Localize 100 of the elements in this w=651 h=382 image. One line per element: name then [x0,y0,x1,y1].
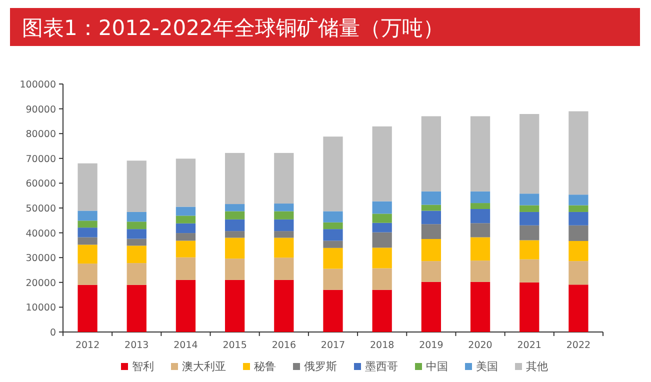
bar [323,248,343,269]
bar [176,240,196,258]
bar [323,211,343,222]
bar [274,152,294,204]
legend-label: 墨西哥 [365,360,398,373]
bar [520,282,540,332]
bar [520,259,540,282]
y-tick-label: 50000 [26,204,56,214]
bar [520,194,540,206]
bar [470,237,490,261]
legend-label: 秘鲁 [254,360,276,373]
bar [520,212,540,226]
y-tick-label: 0 [50,328,56,338]
bar [225,280,245,332]
bar [372,232,392,248]
y-tick-label: 70000 [26,154,56,165]
bar [323,222,343,230]
bar [520,114,540,194]
bar [520,225,540,240]
bar [372,201,392,214]
bar [421,116,441,192]
bar [176,206,196,216]
x-tick-label: 2020 [468,340,492,351]
bar [372,214,392,223]
bar [78,228,98,238]
bar [470,116,490,192]
x-tick-label: 2012 [75,340,100,351]
x-tick-label: 2022 [566,340,591,351]
bar [470,260,490,282]
bar [568,261,588,285]
bar [225,258,245,280]
y-tick-label: 10000 [26,302,56,314]
bar [470,208,490,224]
bar [421,224,441,239]
bar [225,231,245,238]
bar [520,240,540,260]
bar [176,158,196,207]
bar [470,282,490,332]
legend-label: 美国 [476,360,498,373]
y-tick-label: 80000 [26,129,56,140]
bar [520,205,540,212]
bar [421,204,441,211]
bar [78,210,98,221]
bar [372,290,392,332]
y-tick-label: 20000 [26,278,56,289]
bar [568,225,588,241]
bar [225,211,245,220]
bar [126,160,146,212]
x-tick-label: 2013 [124,340,149,351]
y-tick-label: 30000 [26,253,56,264]
x-tick-label: 2017 [320,340,346,351]
bar [126,246,146,264]
bar [323,240,343,248]
bar [568,205,588,212]
bar [421,210,441,224]
bar [126,222,146,230]
legend-label: 中国 [426,360,448,373]
bar [421,239,441,262]
bar [421,261,441,282]
chart-title: 图表1：2012-2022年全球铜矿储量（万吨） [22,16,444,40]
bar [78,244,98,264]
bar [176,223,196,234]
bar [323,268,343,290]
bar [372,248,392,268]
bar [126,284,146,332]
bar [274,204,294,212]
bar [78,237,98,245]
bar [568,212,588,226]
bar [274,258,294,280]
bar [176,280,196,332]
x-tick-label: 2019 [419,340,444,351]
x-tick-label: 2018 [370,340,394,351]
bar [323,136,343,212]
legend-label: 智利 [132,360,154,373]
x-tick-label: 2015 [222,340,247,351]
x-tick-label: 2014 [174,340,198,351]
bar [372,126,392,202]
bar [126,263,146,285]
bar [568,194,588,206]
bar [176,216,196,224]
bar [568,111,588,195]
bar [274,231,294,238]
bar [78,264,98,285]
x-tick-label: 2016 [272,340,296,351]
bar [470,203,490,209]
bar [568,284,588,332]
bar [372,268,392,290]
bar [421,191,441,205]
bar [176,233,196,241]
y-tick-label: 90000 [26,104,56,116]
bar [126,238,146,246]
bar [126,212,146,222]
bar [274,280,294,332]
bar [274,211,294,220]
bar [225,204,245,212]
bar [78,220,98,228]
bar [126,229,146,239]
bar [470,191,490,204]
bar [78,284,98,332]
bar [176,257,196,280]
